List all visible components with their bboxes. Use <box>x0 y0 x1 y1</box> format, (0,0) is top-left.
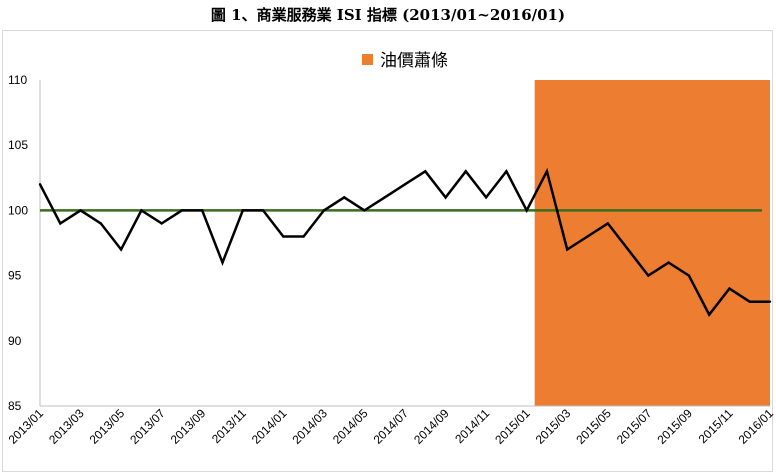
data-point <box>241 209 244 212</box>
data-point <box>707 313 711 316</box>
x-tick-label: 2015/07 <box>614 406 655 447</box>
data-point <box>119 248 123 251</box>
data-point <box>38 183 42 186</box>
data-point <box>79 209 82 212</box>
data-point <box>484 196 488 199</box>
data-point <box>505 170 508 173</box>
data-point <box>302 235 305 238</box>
data-point <box>545 170 549 173</box>
x-tick-label: 2013/05 <box>87 406 128 447</box>
data-point <box>160 222 163 225</box>
data-point <box>586 235 589 238</box>
data-point <box>444 196 447 199</box>
x-tick-label: 2014/11 <box>452 406 492 446</box>
data-point <box>626 248 630 251</box>
data-point <box>59 222 62 225</box>
x-tick-label: 2013/09 <box>168 406 209 447</box>
legend-swatch <box>362 54 373 65</box>
data-point <box>647 274 650 277</box>
y-tick-label: 90 <box>8 334 22 348</box>
data-point <box>403 183 407 186</box>
x-tick-label: 2013/07 <box>127 406 168 447</box>
data-point <box>606 222 609 225</box>
data-point <box>383 196 386 199</box>
x-tick-label: 2015/01 <box>492 406 533 447</box>
data-point <box>748 300 751 303</box>
x-tick-label: 2016/01 <box>736 406 776 447</box>
chart-title: 圖 1、商業服務業 ISI 指標 (2013/01~2016/01) <box>210 6 566 24</box>
x-tick-label: 2014/01 <box>249 406 290 447</box>
data-point <box>180 209 184 212</box>
y-tick-label: 85 <box>8 399 22 413</box>
x-tick-label: 2014/07 <box>371 406 412 447</box>
data-point <box>201 209 204 212</box>
data-point <box>464 170 468 173</box>
data-point <box>728 287 731 290</box>
data-point <box>687 274 691 277</box>
data-point <box>140 209 143 212</box>
chart-frame <box>2 30 773 472</box>
data-point <box>424 170 427 173</box>
data-point <box>221 261 224 264</box>
legend-label: 油價蕭條 <box>380 51 448 71</box>
y-tick-label: 110 <box>8 73 27 87</box>
x-tick-label: 2015/03 <box>533 406 574 447</box>
data-point <box>99 222 103 225</box>
x-tick-label: 2015/05 <box>573 406 614 447</box>
data-point <box>768 300 772 303</box>
x-tick-label: 2015/09 <box>654 406 695 447</box>
x-tick-label: 2014/05 <box>330 406 371 447</box>
y-tick-label: 95 <box>8 269 22 283</box>
data-point <box>363 209 366 212</box>
x-tick-label: 2013/11 <box>209 406 249 446</box>
data-point <box>566 248 569 251</box>
data-point <box>322 209 326 212</box>
x-tick-label: 2015/11 <box>696 406 736 446</box>
x-tick-label: 2014/03 <box>289 406 330 447</box>
y-tick-label: 105 <box>8 138 28 152</box>
y-tick-label: 100 <box>8 203 28 217</box>
data-point <box>261 209 265 212</box>
data-point <box>525 209 528 212</box>
data-point <box>667 261 670 264</box>
x-tick-label: 2013/03 <box>46 406 87 447</box>
data-point <box>282 235 285 238</box>
x-tick-label: 2014/09 <box>411 406 452 447</box>
shaded-region-oil-slump <box>534 80 770 406</box>
data-point <box>342 196 346 199</box>
